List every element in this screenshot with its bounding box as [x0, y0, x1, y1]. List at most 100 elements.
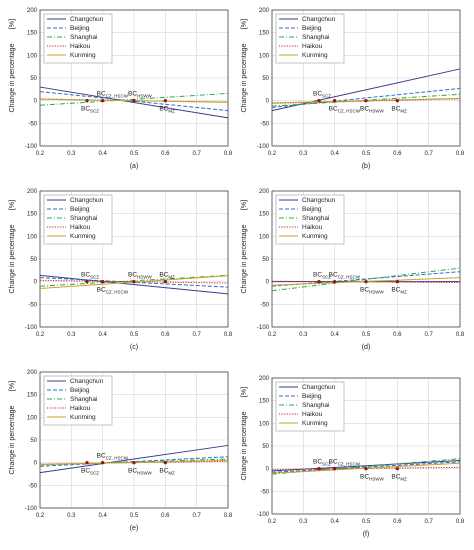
- bc-label-main: BC: [81, 272, 90, 279]
- x-tick-label: 0.3: [299, 519, 308, 525]
- legend-label: Kunming: [302, 233, 328, 240]
- bc-marker-dot: [317, 466, 321, 471]
- bc-marker-dot: [100, 460, 105, 465]
- bc-label-subscript: MZ: [168, 275, 175, 280]
- legend-label: Changchun: [70, 378, 104, 385]
- bc-label-main: BC: [360, 287, 369, 294]
- x-tick-label: 0.4: [330, 151, 339, 157]
- panel-caption: (f): [363, 531, 370, 538]
- bc-label-subscript: SCZ: [90, 471, 99, 476]
- bc-label-main: BC: [128, 91, 137, 98]
- x-tick-label: 0.8: [456, 332, 465, 338]
- bc-marker-dot: [364, 466, 368, 471]
- y-tick-label: 100: [259, 421, 270, 427]
- bc-marker-dot: [395, 466, 400, 471]
- bc-marker-dot: [332, 466, 337, 471]
- x-tick-label: 0.8: [224, 332, 233, 338]
- y-tick-label: -50: [260, 489, 269, 495]
- x-tick-label: 0.4: [330, 332, 339, 338]
- bc-label-main: BC: [329, 106, 338, 113]
- y-tick-label: -50: [28, 121, 37, 127]
- bc-marker-label: BCMZ: [159, 468, 175, 476]
- x-tick-label: 0.8: [224, 513, 233, 519]
- y-tick-label: 200: [27, 8, 38, 14]
- panel-caption: (b): [362, 163, 371, 170]
- bc-label-main: BC: [313, 91, 322, 98]
- bc-marker-dot: [132, 279, 136, 284]
- bc-label-subscript: SCZ: [322, 462, 331, 467]
- bc-label-main: BC: [97, 453, 106, 460]
- bc-label-subscript: SCZ: [322, 275, 331, 280]
- bc-label-main: BC: [360, 106, 369, 113]
- bc-label-subscript: HSWW: [137, 94, 152, 99]
- chart-panel: 0.2 0.3 0.4 0.5 0.6 0.7 0.8 -100 -50 0 50 100 150 200…: [9, 189, 233, 351]
- bc-label-main: BC: [97, 287, 106, 294]
- bc-marker-label: BCCZ, HSCW: [97, 91, 129, 99]
- plot-area-frame: [271, 190, 461, 328]
- y-tick-label: 100: [27, 415, 38, 421]
- chart-panel: 0.2 0.3 0.4 0.5 0.6 0.7 0.8 -100 -50 0 50 100 150 200…: [9, 370, 233, 532]
- bc-marker-dot: [85, 98, 89, 103]
- bc-label-main: BC: [313, 272, 322, 279]
- bc-label-main: BC: [128, 468, 137, 475]
- bc-marker-dot: [163, 98, 168, 103]
- chart-panel: 0.2 0.3 0.4 0.5 0.6 0.7 0.8 -100 -50 0 50 100 150 200…: [241, 8, 465, 170]
- plot-area-frame: [271, 377, 461, 515]
- legend-label: Beijing: [302, 25, 322, 32]
- panel-caption: (e): [130, 525, 139, 532]
- y-tick-label: -100: [257, 144, 270, 150]
- bc-label-subscript: MZ: [400, 290, 407, 295]
- series-line: [271, 461, 461, 473]
- bc-marker-label: BCHSWW: [128, 91, 153, 99]
- x-tick-label: 0.6: [393, 332, 402, 338]
- x-tick-label: 0.5: [362, 519, 371, 525]
- y-tick-label: 0: [34, 280, 38, 286]
- bc-label-main: BC: [329, 459, 338, 466]
- bc-marker-label: BCMZ: [391, 287, 407, 295]
- y-tick-label: 200: [259, 8, 270, 14]
- x-tick-label: 0.5: [362, 332, 371, 338]
- y-tick-label: 150: [259, 31, 270, 37]
- x-tick-label: 0.3: [67, 332, 76, 338]
- legend-label: Kunming: [70, 414, 96, 421]
- bc-marker-dot: [100, 279, 105, 284]
- series-line: [39, 91, 229, 112]
- legend-label: Kunming: [302, 420, 328, 427]
- series-line: [39, 444, 229, 474]
- bc-label-main: BC: [81, 106, 90, 113]
- legend-label: Changchun: [70, 197, 104, 204]
- panel-caption: (d): [362, 344, 371, 351]
- bc-label-subscript: MZ: [168, 471, 175, 476]
- legend-label: Changchun: [302, 16, 336, 23]
- legend-label: Beijing: [70, 387, 90, 394]
- bc-marker-label: BCHSWW: [360, 287, 385, 295]
- y-tick-label: 100: [259, 53, 270, 59]
- bc-marker-label: BCMZ: [159, 106, 175, 114]
- y-tick-label: 100: [27, 234, 38, 240]
- bc-label-subscript: SCZ: [322, 94, 331, 99]
- x-tick-label: 0.6: [161, 332, 170, 338]
- x-tick-label: 0.4: [98, 513, 107, 519]
- bc-label-main: BC: [128, 272, 137, 279]
- legend-label: Haikou: [70, 405, 91, 412]
- y-axis-unit: [%]: [9, 19, 16, 29]
- y-tick-label: 150: [27, 393, 38, 399]
- legend-label: Kunming: [302, 52, 328, 59]
- bc-label-main: BC: [159, 272, 168, 279]
- bc-label-subscript: CZ, HSCW: [106, 456, 129, 461]
- bc-marker-label: BCSCZ: [81, 106, 99, 114]
- legend-label: Kunming: [70, 52, 96, 59]
- bc-marker-label: BCMZ: [391, 474, 407, 482]
- y-tick-label: 50: [30, 76, 37, 82]
- legend-label: Haikou: [70, 43, 91, 50]
- y-tick-label: -100: [25, 325, 38, 331]
- y-tick-label: 100: [27, 53, 38, 59]
- plot-area-frame: [39, 9, 229, 147]
- y-axis-label: Change in percentage: [9, 224, 16, 293]
- bc-label-subscript: HSWW: [369, 477, 384, 482]
- y-tick-label: 100: [259, 234, 270, 240]
- x-tick-label: 0.2: [268, 332, 277, 338]
- y-tick-label: 50: [30, 257, 37, 263]
- bc-marker-label: BCSCZ: [81, 272, 99, 280]
